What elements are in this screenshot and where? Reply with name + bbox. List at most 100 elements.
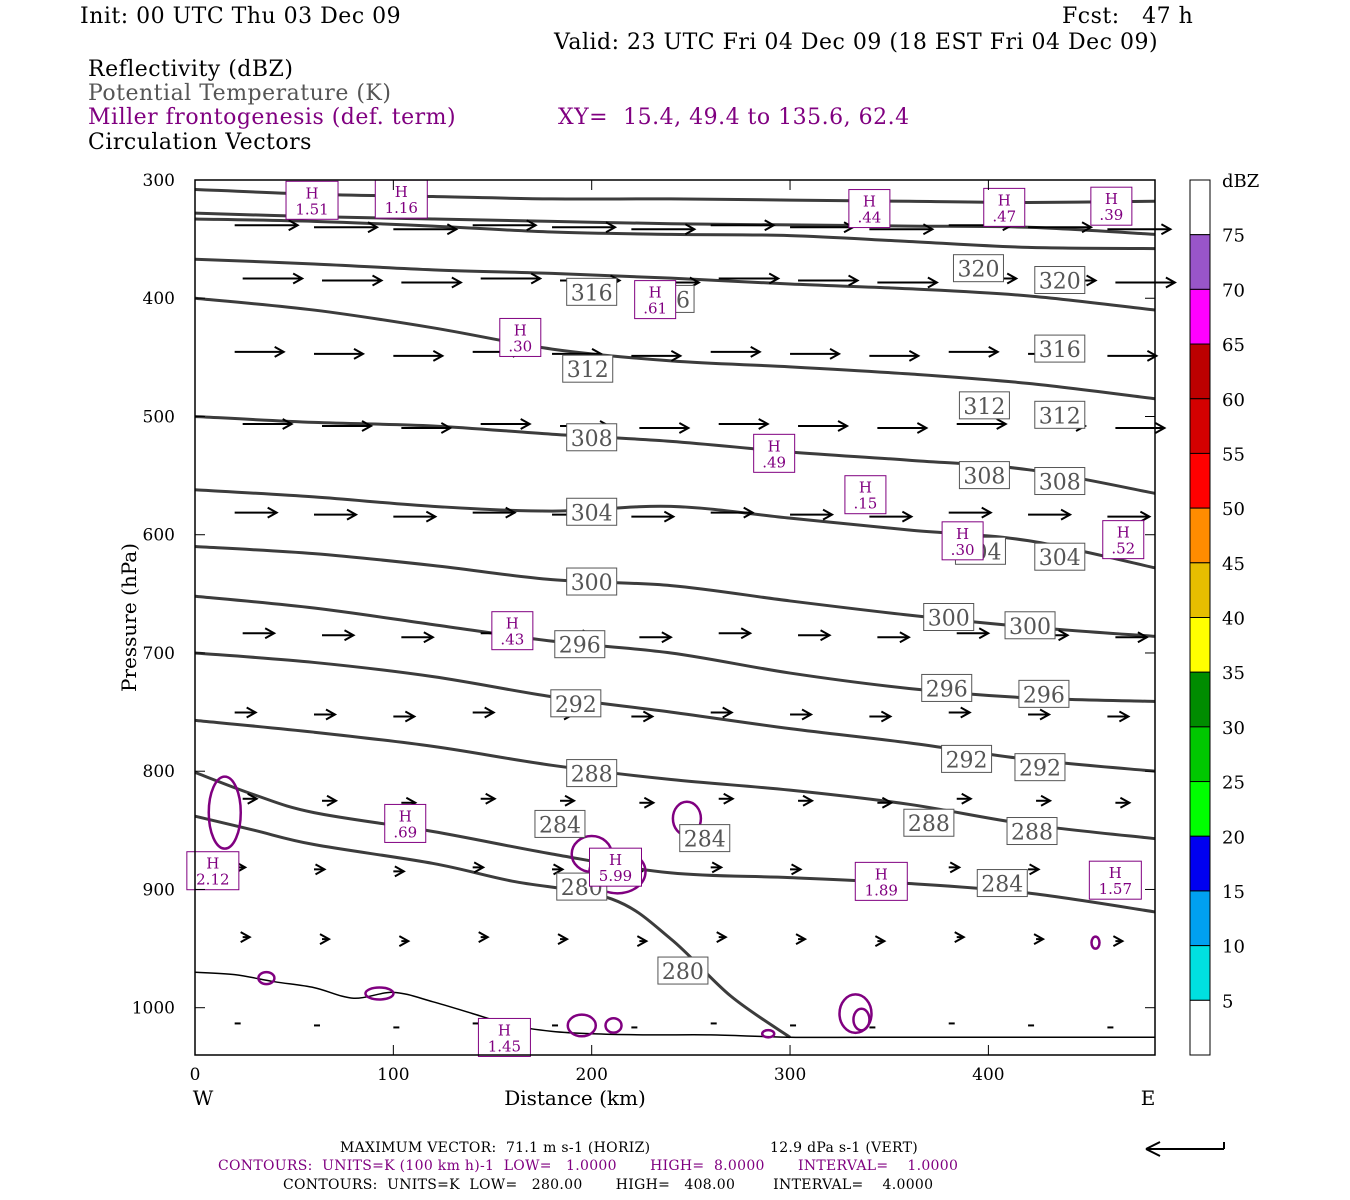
vector-head — [636, 935, 649, 947]
miller-max-6: H.30 — [499, 317, 542, 357]
vector-8-9 — [948, 861, 962, 874]
y-tick-label-600: 600 — [143, 526, 175, 546]
vector-head — [530, 272, 543, 285]
vector-head — [367, 221, 380, 234]
vector-head — [927, 276, 939, 289]
vector-head — [264, 627, 277, 640]
vector-5-8 — [877, 631, 911, 644]
vector-head — [423, 631, 435, 644]
vector-7-10 — [1036, 794, 1053, 807]
vector-0-1 — [314, 221, 380, 234]
vector-6-3 — [472, 706, 496, 719]
miller-max-value: .15 — [853, 495, 877, 513]
plot-frame — [194, 179, 1156, 1056]
theta-label-box-15 — [923, 603, 975, 631]
miller-max-h: H — [609, 851, 622, 869]
vector-9-7 — [795, 933, 808, 945]
colorbar-label-20: 20 — [1222, 827, 1245, 848]
theta-label-9: 308 — [963, 465, 1005, 490]
vector-4-0 — [234, 506, 279, 519]
miller-max-9: H.30 — [941, 521, 984, 561]
miller-max-h: H — [399, 807, 412, 825]
vector-head — [678, 422, 691, 434]
vector-head — [325, 708, 338, 721]
vector-head — [1033, 933, 1046, 945]
miller-max-value: 1.45 — [488, 1037, 521, 1055]
vector-2-5 — [631, 349, 683, 362]
miller-max-h: H — [875, 865, 888, 883]
colorbar-label-25: 25 — [1222, 773, 1245, 794]
axes: 300 400 500 600 700 800 900 1000 0 100 200 300 400 Di… — [117, 171, 1155, 1110]
vector-head — [670, 349, 683, 362]
vector-head — [801, 708, 814, 721]
vector-head — [642, 710, 655, 723]
theta-label-box-26 — [1006, 817, 1058, 846]
init-time: Init: 00 UTC Thu 03 Dec 09 — [80, 4, 402, 29]
miller-max-h: H — [1117, 524, 1130, 542]
miller-max-value: .39 — [1099, 206, 1123, 224]
colorbar-segment-8 — [1189, 617, 1211, 673]
vector-head — [1006, 272, 1019, 285]
vector-head — [282, 418, 294, 430]
cross-section-coordinates: XY= 15.4, 49.4 to 135.6, 62.4 — [558, 105, 910, 130]
theta-label-13: 304 — [1039, 546, 1081, 571]
vector-1-7 — [798, 274, 860, 287]
vector-head — [520, 418, 532, 430]
vector-head — [758, 418, 770, 430]
vector-2-9 — [948, 345, 1000, 358]
miller-max-box — [634, 280, 677, 320]
vector-6-10 — [1028, 708, 1052, 721]
vector-5-0 — [242, 627, 277, 640]
miller-contour-11 — [760, 1028, 776, 1039]
miller-max-box — [1088, 860, 1142, 900]
vector-1-11 — [1115, 276, 1177, 289]
vector-head — [723, 792, 735, 805]
max-vector-label: MAXIMUM VECTOR: 71.1 m s-1 (HORIZ) — [340, 1140, 651, 1156]
vector-head — [663, 510, 676, 523]
vector-head — [319, 933, 332, 945]
theta-label-box-24 — [534, 809, 586, 838]
vector-head — [246, 706, 258, 719]
vector-0-10 — [1028, 221, 1094, 234]
vector-head — [274, 345, 286, 358]
miller-max-value: .61 — [643, 300, 667, 318]
vector-head — [768, 272, 781, 285]
miller-contour-0 — [207, 775, 243, 850]
vector-0-0 — [234, 219, 300, 232]
miller-max-h: H — [305, 184, 318, 202]
vector-head — [961, 792, 973, 805]
miller-max-value: 1.89 — [865, 881, 898, 899]
vector-4-2 — [393, 510, 438, 523]
theta-label-24: 284 — [539, 813, 581, 838]
vector-head — [1165, 276, 1177, 289]
theta-contour-288 — [194, 594, 1156, 703]
west-label: W — [193, 1086, 214, 1110]
theta-label-1: 320 — [1039, 270, 1081, 295]
vector-head — [722, 706, 734, 719]
vector-head — [820, 629, 832, 642]
vector-7-7 — [798, 794, 815, 807]
miller-contour-9 — [566, 1013, 598, 1038]
vector-head — [922, 223, 935, 236]
vector-8-6 — [710, 861, 724, 874]
colorbar: 5 10 15 20 25 30 35 40 45 50 55 60 65 70 75 dBZ — [1189, 171, 1259, 1056]
miller-max-0: H1.51 — [285, 180, 339, 220]
theta-contour-308 — [194, 257, 1156, 312]
vector-8-2 — [393, 865, 406, 878]
vector-8-7 — [790, 863, 803, 876]
miller-max-box — [753, 433, 796, 473]
vector-3-0 — [242, 418, 294, 430]
vector-head — [505, 506, 517, 519]
vector-6-5 — [631, 710, 655, 723]
colorbar-segment-3 — [1189, 343, 1211, 400]
vector-head — [394, 865, 406, 878]
vector-3-7 — [798, 420, 850, 432]
y-tick-label-1000: 1000 — [132, 999, 175, 1019]
colorbar-label-50: 50 — [1222, 499, 1245, 520]
forecast-hour: Fcst: 47 h — [1062, 4, 1194, 29]
vector-head — [795, 933, 808, 945]
vector-head — [440, 422, 453, 434]
vector-head — [473, 861, 486, 874]
y-tick-label-900: 900 — [143, 880, 175, 900]
vector-head — [346, 508, 359, 521]
